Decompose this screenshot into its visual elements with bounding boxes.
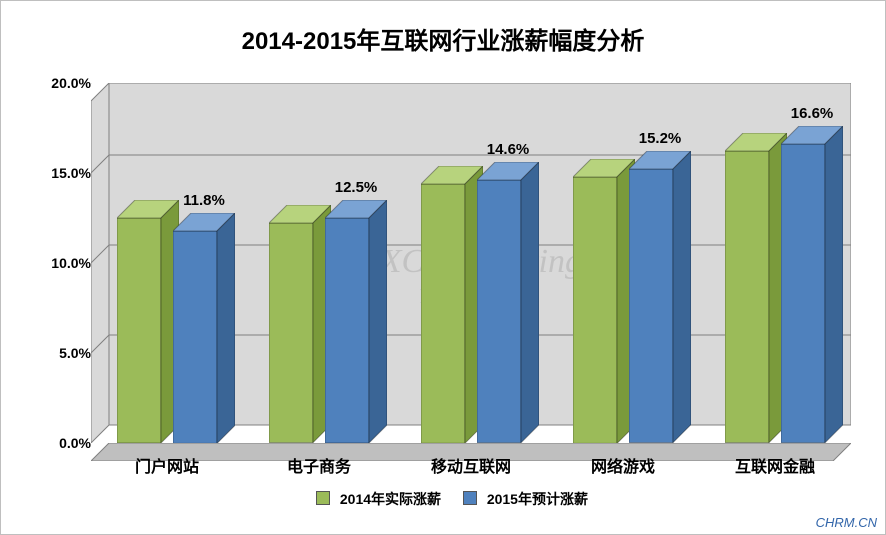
y-tick-label: 0.0% [59,435,91,451]
chart-title: 2014-2015年互联网行业涨薪幅度分析 [1,21,885,56]
value-labels-layer: 11.8% 12.5% 14.6% 15.2% 16.6% [91,83,851,443]
x-category-label: 网络游戏 [591,453,655,477]
y-tick-label: 10.0% [51,255,91,271]
legend: 2014年实际涨薪 2015年预计涨薪 [1,489,885,509]
x-category-label: 互联网金融 [735,453,815,477]
bar-value-label: 14.6% [487,141,530,158]
y-tick-label: 5.0% [59,345,91,361]
bar-value-label: 12.5% [335,179,378,196]
bar-value-label: 11.8% [183,192,225,209]
x-axis-labels: 门户网站 电子商务 移动互联网 网络游戏 互联网金融 [91,453,851,477]
bar-value-label: 15.2% [639,130,682,147]
legend-label-series1: 2014年实际涨薪 [340,491,441,507]
x-category-label: 移动互联网 [431,453,511,477]
source-credit: CHRM.CN [816,515,877,530]
legend-swatch-series1 [316,491,330,505]
y-tick-label: 15.0% [51,165,91,181]
x-category-label: 电子商务 [287,453,351,477]
y-axis: 0.0%5.0%10.0%15.0%20.0% [37,83,91,443]
legend-swatch-series2 [463,491,477,505]
bar-value-label: 16.6% [791,105,834,122]
x-category-label: 门户网站 [135,453,199,477]
y-tick-label: 20.0% [51,75,91,91]
legend-label-series2: 2015年预计涨薪 [487,491,588,507]
chart-container: 2014-2015年互联网行业涨薪幅度分析 PXC Consulting 众达朴… [0,0,886,535]
plot-area: PXC Consulting 众达朴信 [91,83,851,443]
